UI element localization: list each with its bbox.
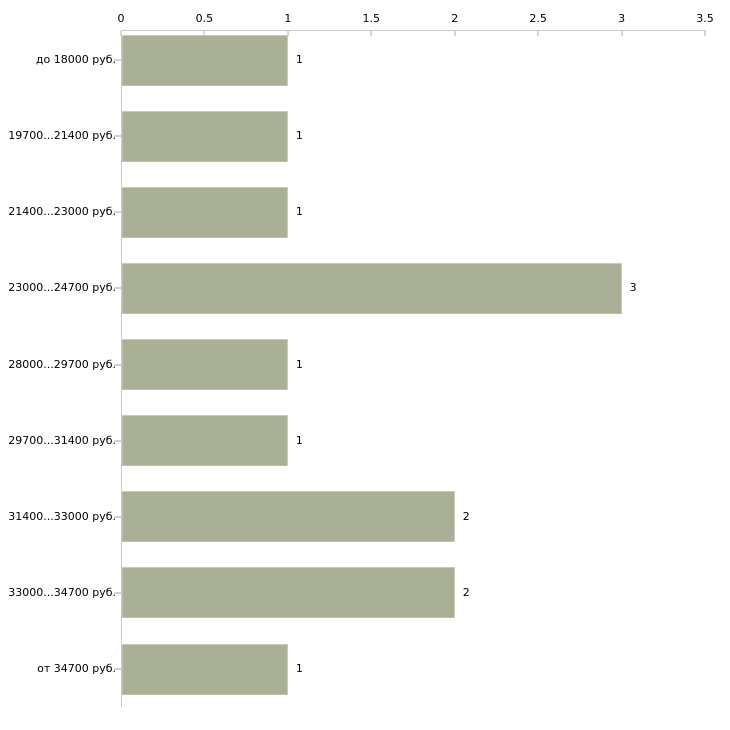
- category-label: 33000...34700 руб.: [8, 585, 116, 599]
- x-tick-mark: [203, 31, 206, 36]
- y-tick-mark: [114, 515, 121, 518]
- category-label: от 34700 руб.: [37, 662, 116, 675]
- x-tick-label: 3: [618, 12, 626, 25]
- y-tick-mark: [114, 287, 121, 290]
- bar-value-label: 1: [295, 662, 303, 675]
- x-tick-mark: [120, 31, 122, 36]
- bar: [122, 415, 288, 467]
- category-label: 19700...21400 руб.: [8, 129, 116, 143]
- bar: [122, 34, 288, 86]
- y-tick-mark: [114, 591, 121, 594]
- bar-value-label: 1: [295, 129, 303, 143]
- y-tick-mark: [114, 59, 121, 61]
- x-tick-label: 2.5: [529, 12, 547, 25]
- y-tick-mark: [114, 211, 121, 214]
- category-label: 29700...31400 руб.: [8, 433, 116, 447]
- bar-value-label: 1: [295, 53, 303, 66]
- x-tick-mark: [370, 31, 373, 36]
- bar: [122, 186, 288, 238]
- bar: [122, 262, 622, 314]
- bar-value-label: 1: [295, 357, 303, 371]
- x-tick-label: 2: [451, 12, 459, 25]
- category-label: 31400...33000 руб.: [8, 509, 116, 523]
- bar: [122, 643, 288, 695]
- x-tick-mark: [453, 31, 456, 36]
- bar: [122, 491, 455, 543]
- bar-value-label: 3: [629, 281, 637, 295]
- category-label: 23000...24700 руб.: [8, 281, 116, 295]
- x-tick-label: 0.5: [195, 12, 214, 25]
- x-tick-mark: [620, 31, 623, 36]
- x-axis-line: [121, 30, 706, 31]
- y-tick-mark: [114, 135, 121, 138]
- bar: [122, 567, 455, 619]
- bar: [122, 110, 288, 162]
- x-tick-mark: [704, 31, 706, 36]
- x-tick-mark: [286, 31, 289, 36]
- y-tick-mark: [114, 363, 121, 366]
- bar-value-label: 1: [295, 433, 303, 447]
- y-axis-line: [121, 30, 122, 707]
- x-tick-mark: [537, 31, 540, 36]
- x-tick-label: 1.5: [362, 12, 381, 25]
- y-tick-mark: [114, 439, 121, 442]
- x-tick-label: 1: [284, 12, 292, 25]
- bar-value-label: 2: [462, 509, 470, 523]
- bar: [122, 339, 288, 390]
- category-label: до 18000 руб.: [35, 53, 116, 66]
- y-tick-mark: [114, 668, 121, 670]
- bar-value-label: 1: [295, 205, 303, 219]
- bar-value-label: 2: [462, 585, 470, 599]
- category-label: 21400...23000 руб.: [8, 205, 116, 219]
- x-tick-label: 3.5: [696, 12, 714, 25]
- x-tick-label: 0: [117, 12, 125, 25]
- category-label: 28000...29700 руб.: [8, 357, 116, 371]
